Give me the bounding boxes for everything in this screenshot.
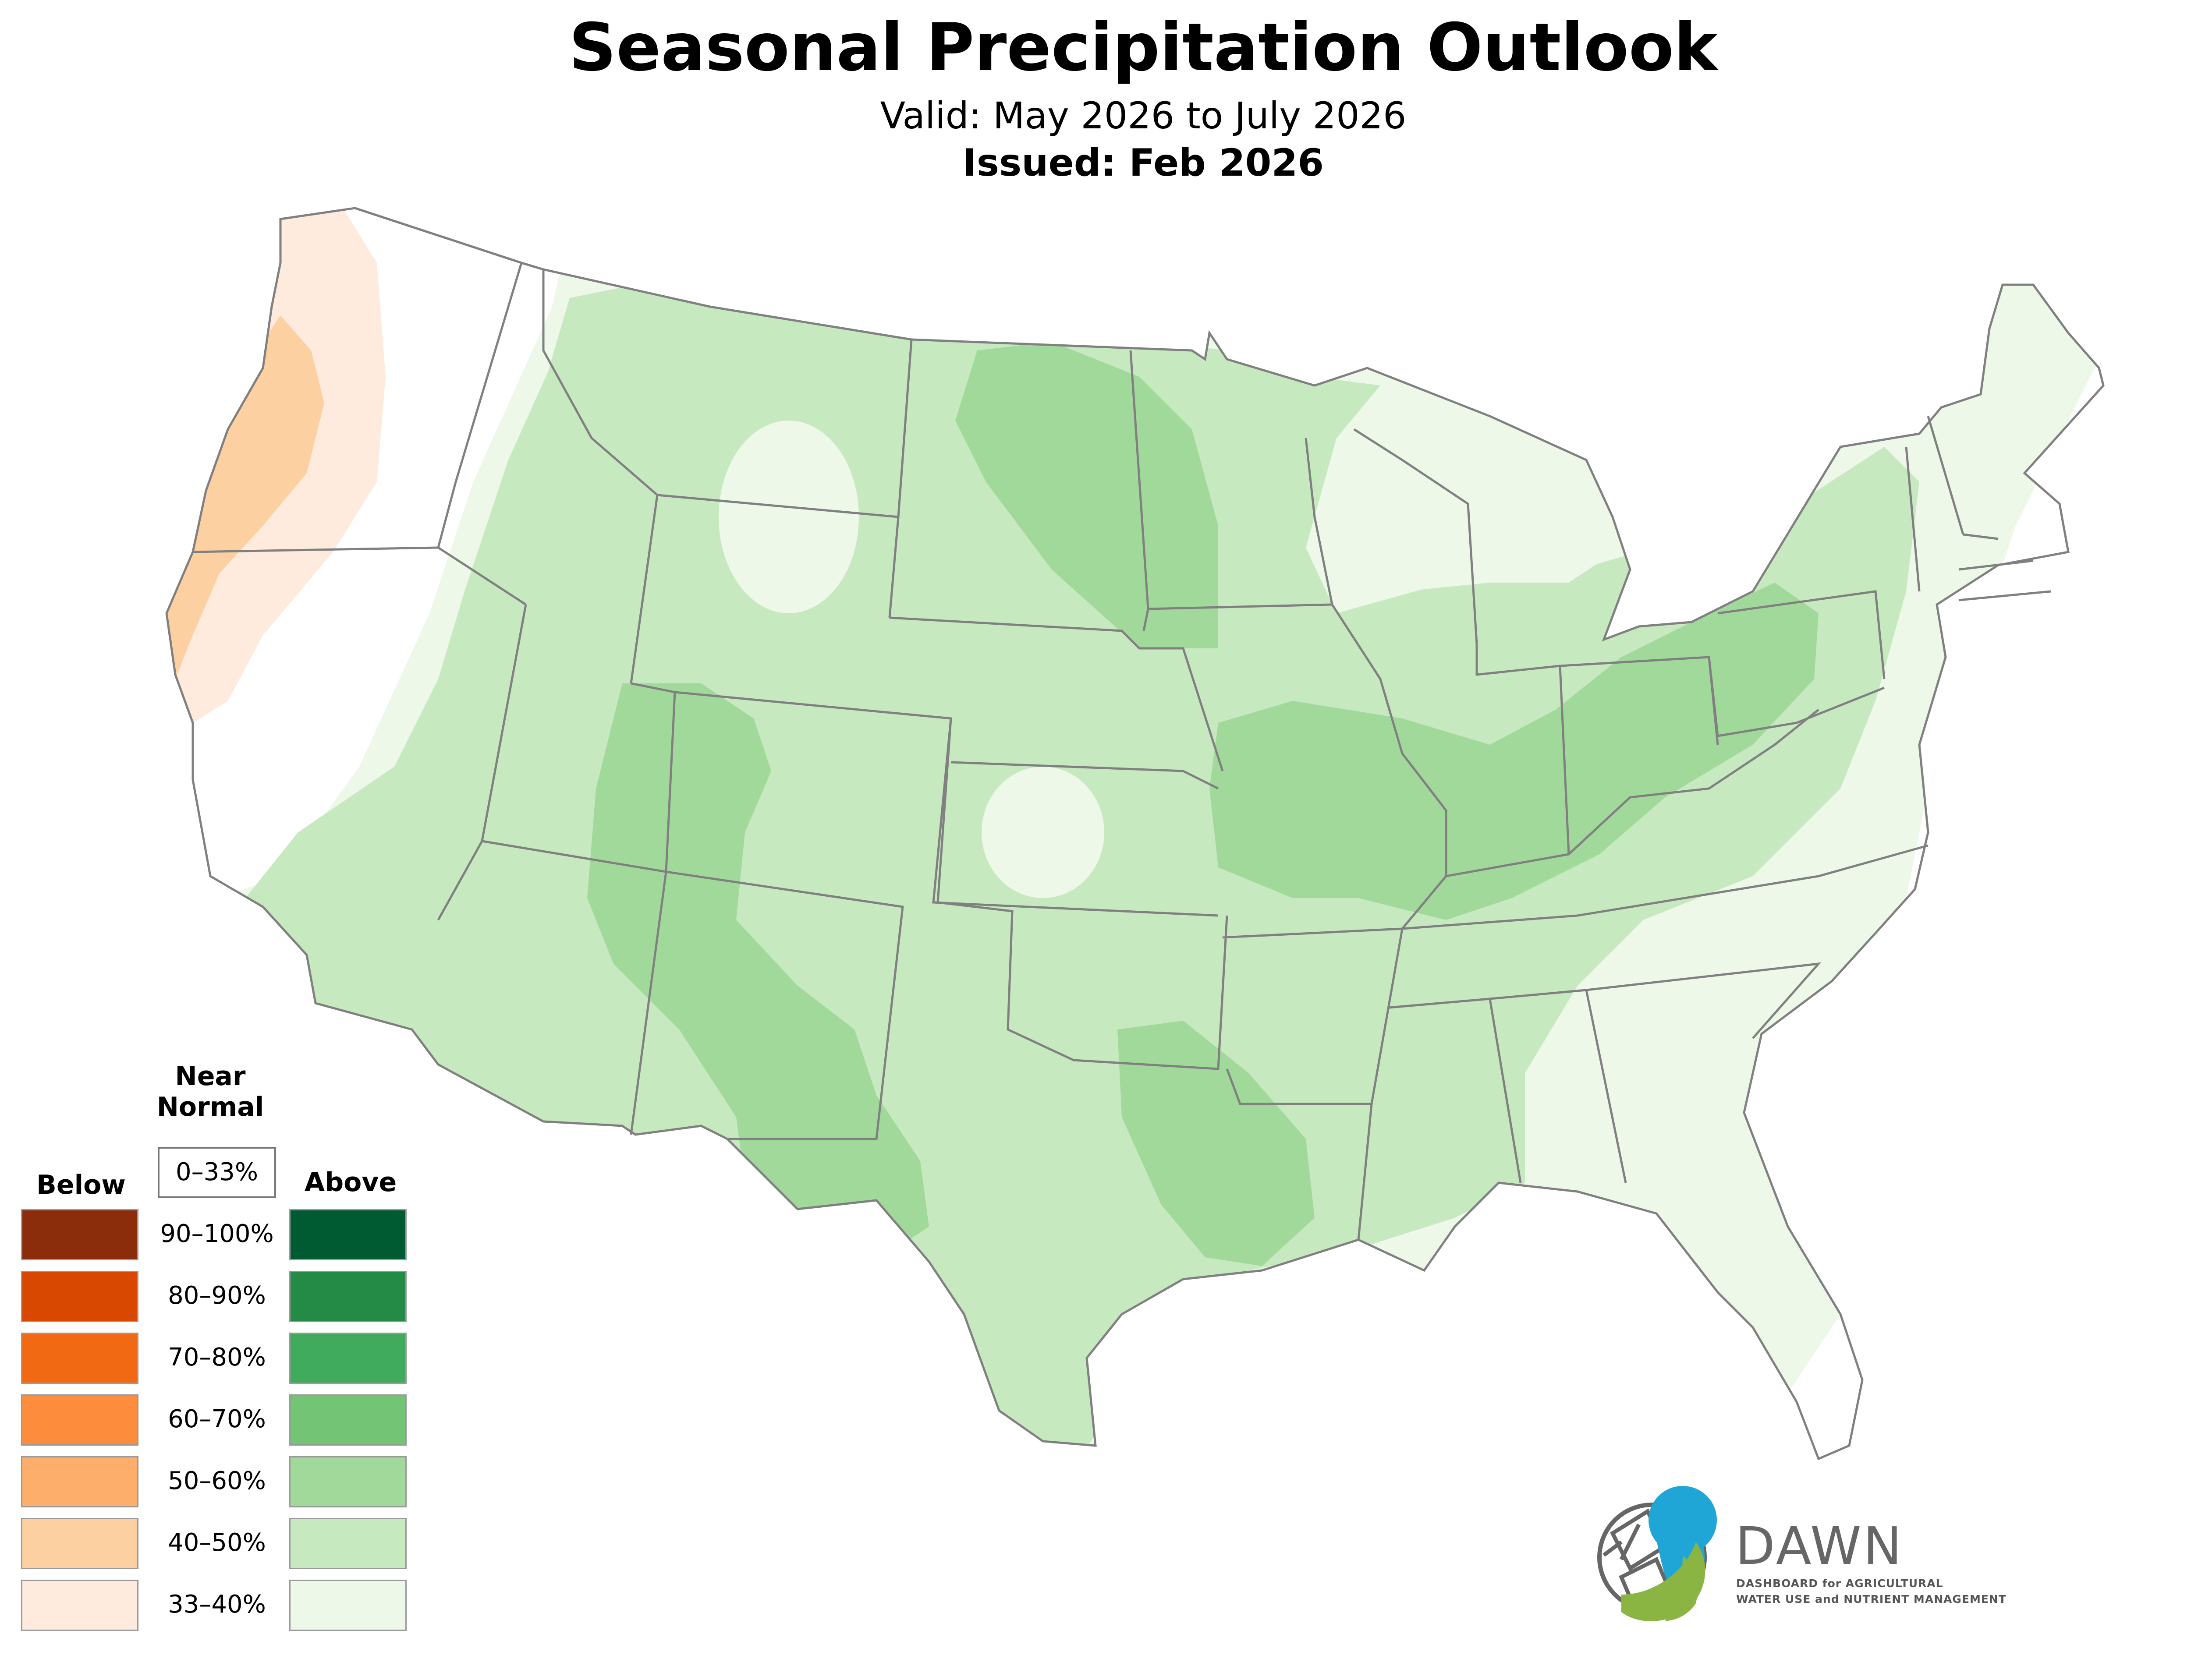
legend-above-swatch (289, 1518, 407, 1569)
legend-below-swatch (21, 1271, 138, 1322)
legend-below-label: Below (36, 1170, 126, 1200)
legend-below-swatch (21, 1209, 138, 1260)
logo-name: DAWN (1735, 1516, 1904, 1576)
legend-range-label: 33–40% (168, 1590, 266, 1619)
logo-tagline-1: DASHBOARD for AGRICULTURAL (1736, 1577, 1943, 1590)
legend-above-swatch (289, 1580, 407, 1631)
legend-above-swatch (289, 1271, 407, 1322)
legend-above-label: Above (304, 1167, 397, 1198)
legend-near-normal-range: 0–33% (158, 1147, 276, 1198)
dawn-logo-mark (1597, 1486, 1717, 1621)
legend-range-label: 50–60% (168, 1467, 266, 1495)
issued-date: Issued: Feb 2026 (962, 141, 1324, 185)
legend-above-swatch (289, 1394, 407, 1446)
legend-range-label: 60–70% (168, 1405, 266, 1433)
legend-above-swatch (289, 1209, 407, 1260)
legend-near-normal-label: Near Normal (156, 1061, 264, 1122)
valid-period: Valid: May 2026 to July 2026 (880, 94, 1407, 137)
legend-below-swatch (21, 1333, 138, 1384)
legend-above-swatch (289, 1333, 407, 1384)
legend-range-label: 40–50% (168, 1528, 266, 1557)
legend-above-swatch (289, 1456, 407, 1507)
legend-below-swatch (21, 1456, 138, 1507)
legend-below-swatch (21, 1580, 138, 1631)
map-title: Seasonal Precipitation Outlook (569, 10, 1718, 86)
legend-range-label: 90–100% (160, 1220, 274, 1248)
legend-below-swatch (21, 1518, 138, 1569)
legend-below-swatch (21, 1394, 138, 1446)
logo-tagline-2: WATER USE and NUTRIENT MANAGEMENT (1736, 1593, 2007, 1606)
legend-range-label: 70–80% (168, 1343, 266, 1372)
legend-range-label: 80–90% (168, 1281, 266, 1310)
